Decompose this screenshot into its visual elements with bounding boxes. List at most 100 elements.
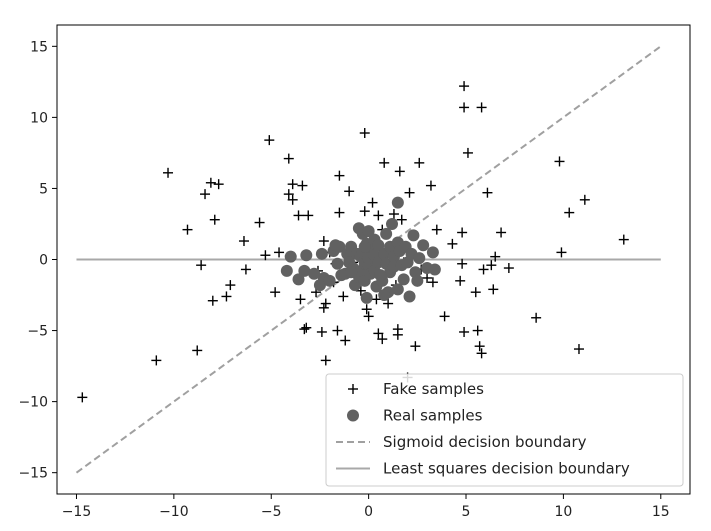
fake-sample-point: [377, 334, 388, 345]
fake-sample-point: [221, 291, 232, 302]
real-sample-point: [284, 250, 297, 263]
real-sample-point: [358, 240, 371, 253]
fake-sample-point: [225, 280, 236, 291]
real-sample-point: [374, 269, 387, 282]
x-tick-label: −15: [62, 504, 92, 520]
fake-sample-point: [470, 287, 481, 298]
fake-sample-point: [410, 341, 421, 352]
fake-sample-point: [359, 206, 370, 217]
real-sample-point: [391, 196, 404, 209]
y-tick-label: −15: [18, 466, 48, 482]
legend-label: Real samples: [383, 407, 483, 425]
fake-sample-point: [373, 210, 384, 221]
real-sample-point: [426, 246, 439, 259]
fake-sample-point: [320, 355, 331, 366]
fake-sample-point: [200, 189, 211, 200]
legend-entry: Fake samples: [348, 380, 484, 398]
x-tick-label: 0: [364, 504, 373, 520]
real-sample-point: [331, 257, 344, 270]
fake-sample-point: [367, 197, 378, 208]
real-sample-point: [280, 264, 293, 277]
real-sample-point: [407, 229, 420, 242]
real-sample-point: [360, 291, 373, 304]
real-sample-point: [323, 274, 336, 287]
fake-sample-point: [476, 348, 487, 359]
fake-sample-point: [579, 194, 590, 205]
real-sample-point: [403, 290, 416, 303]
fake-sample-point: [363, 311, 374, 322]
real-sample-point: [308, 267, 321, 280]
fake-sample-point: [299, 324, 310, 335]
fake-sample-point: [355, 285, 366, 296]
fake-sample-point: [394, 166, 405, 177]
real-sample-point: [380, 227, 393, 240]
fake-sample-point: [334, 170, 345, 181]
fake-sample-point: [301, 322, 312, 333]
fake-sample-point: [422, 272, 433, 283]
fake-sample-point: [373, 328, 384, 339]
fake-sample-point: [303, 210, 314, 221]
x-tick-label: 5: [462, 504, 471, 520]
legend-marker-circle: [347, 409, 359, 422]
fake-sample-point: [414, 157, 425, 168]
fake-sample-point: [163, 167, 174, 178]
real-sample-point: [362, 225, 375, 238]
fake-sample-point: [77, 392, 88, 403]
fake-sample-point: [240, 264, 251, 275]
fake-sample-point: [457, 227, 468, 238]
x-tick-label: −5: [261, 504, 282, 520]
y-tick-label: −5: [27, 324, 48, 340]
fake-sample-point: [459, 102, 470, 113]
legend-label: Least squares decision boundary: [383, 460, 630, 478]
real-sample-point: [315, 247, 328, 260]
fake-sample-point: [490, 251, 501, 262]
x-tick-label: 10: [554, 504, 572, 520]
x-tick-label: −10: [159, 504, 189, 520]
fake-sample-point: [371, 294, 382, 305]
fake-sample-point: [379, 157, 390, 168]
fake-sample-point: [340, 335, 351, 346]
fake-sample-point: [318, 236, 329, 247]
fake-sample-point: [431, 224, 442, 235]
legend-label: Fake samples: [383, 380, 484, 398]
y-tick-label: 5: [39, 181, 48, 197]
real-sample-point: [386, 217, 399, 230]
legend-label: Sigmoid decision boundary: [383, 433, 587, 451]
real-sample-point: [411, 274, 424, 287]
fake-sample-point: [334, 207, 345, 218]
real-sample-point: [413, 252, 426, 265]
fake-sample-point: [556, 247, 567, 258]
fake-sample-point: [476, 102, 487, 113]
fake-sample-point: [287, 194, 298, 205]
legend-entry: Real samples: [347, 407, 483, 425]
fake-sample-point: [283, 153, 294, 164]
fake-sample-point: [457, 258, 468, 269]
fake-sample-point: [320, 298, 331, 309]
fake-sample-point: [439, 311, 450, 322]
real-sample-point: [397, 273, 410, 286]
fake-sample-point: [531, 312, 542, 323]
fake-sample-point: [205, 177, 216, 188]
fake-sample-point: [213, 179, 224, 190]
fake-sample-point: [192, 345, 203, 356]
fake-sample-point: [455, 275, 466, 286]
fake-sample-point: [182, 224, 193, 235]
fake-sample-point: [618, 234, 629, 245]
fake-sample-point: [338, 291, 349, 302]
y-axis: −15 −10 −5 0 5 10 15: [18, 39, 57, 482]
fake-sample-point: [359, 128, 370, 139]
fake-sample-point: [264, 135, 275, 146]
fake-sample-point: [427, 277, 438, 288]
fake-sample-point: [554, 156, 565, 167]
fake-sample-point: [488, 284, 499, 295]
real-sample-point: [378, 289, 391, 302]
fake-sample-point: [462, 147, 473, 158]
real-sample-point: [372, 239, 385, 252]
fake-sample-point: [425, 180, 436, 191]
fake-sample-point: [209, 214, 220, 225]
fake-sample-point: [287, 179, 298, 190]
fake-sample-point: [274, 247, 285, 258]
fake-sample-point: [392, 329, 403, 340]
fake-sample-point: [459, 81, 470, 92]
